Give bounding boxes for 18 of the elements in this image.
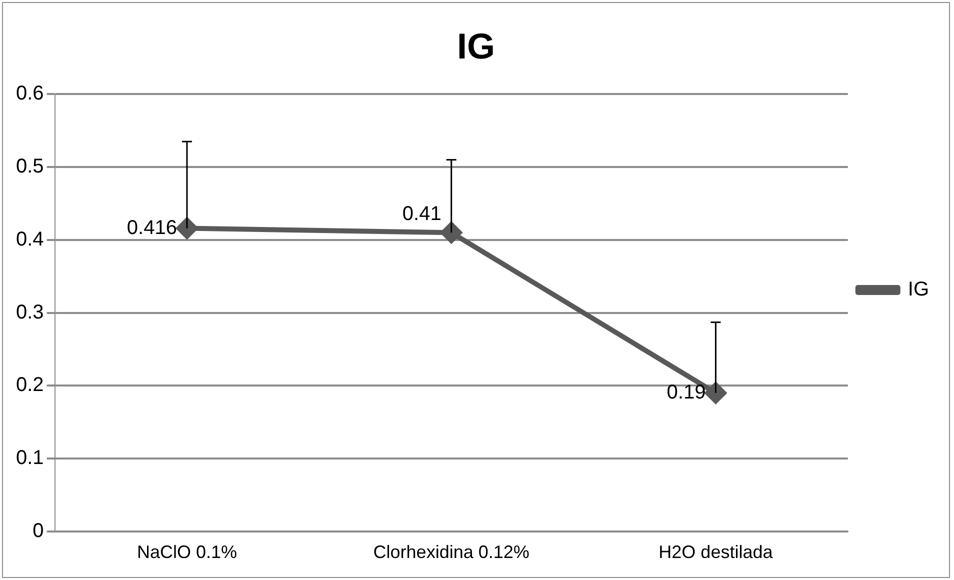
y-tick-label: 0	[32, 520, 44, 542]
x-tick-label: Clorhexidina 0.12%	[373, 542, 530, 562]
x-tick-label: NaClO 0.1%	[136, 542, 238, 562]
point	[176, 218, 198, 239]
y-tick-label: 0.4	[16, 228, 44, 250]
legend-label: IG	[908, 278, 930, 301]
y-tick-label: 0.6	[16, 82, 44, 105]
point	[705, 382, 726, 404]
data-label: 0.416	[126, 216, 177, 239]
y-tick-label: 0.1	[16, 447, 44, 470]
point	[440, 222, 462, 244]
y-tick-label: 0.3	[16, 301, 44, 324]
y-tick-label: 0.5	[16, 156, 44, 178]
data-label: 0.19	[666, 381, 706, 404]
chart-title: IG	[456, 26, 496, 67]
data-label: 0.41	[402, 203, 442, 226]
y-tick-label: 0.2	[16, 374, 44, 396]
x-tick-label: H2O destilada	[658, 542, 774, 562]
